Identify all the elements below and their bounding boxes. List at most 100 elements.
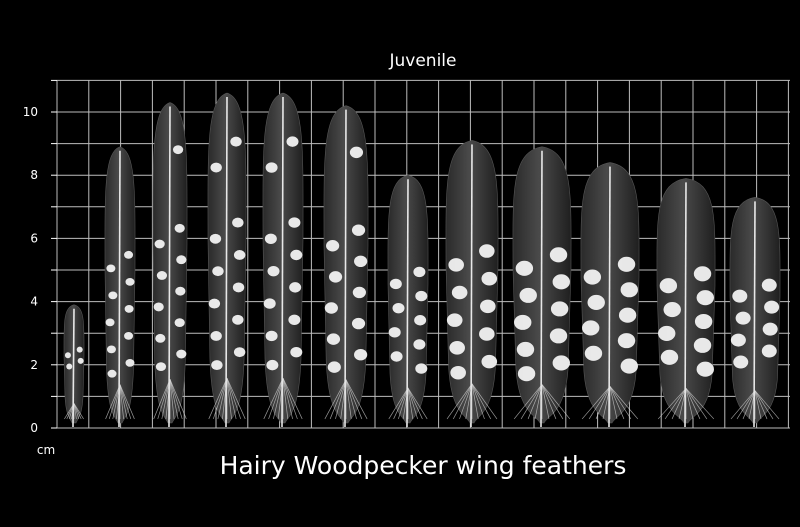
feather-spot [125, 277, 135, 286]
feather-down [73, 403, 80, 420]
feather-spot [328, 271, 343, 283]
image-caption: Hairy Woodpecker wing feathers [220, 451, 627, 480]
scale-tick-label: 0 [30, 421, 38, 435]
feather [104, 146, 136, 428]
feather-spot [107, 369, 117, 378]
feather-spot [265, 162, 278, 173]
feather-spot [762, 322, 778, 336]
feather-spot [263, 298, 276, 309]
feather-down [588, 386, 611, 420]
feather-spot [659, 278, 678, 294]
feather-down [335, 379, 347, 420]
feather-down [282, 377, 293, 420]
feather-spot [232, 217, 244, 228]
feather-spot [519, 287, 537, 303]
feather-spot [390, 351, 403, 362]
feather-down [226, 377, 237, 420]
feather-spot [155, 362, 167, 372]
feather-spot [583, 269, 602, 285]
feather-shaft [470, 144, 473, 428]
feather-down [664, 388, 687, 420]
feather-down [452, 383, 473, 420]
feather-spot [155, 333, 166, 343]
scale-tick-label: 10 [23, 105, 38, 119]
feather [729, 197, 781, 428]
feather-spot [730, 333, 746, 347]
feather-down [226, 378, 232, 419]
feather-down [157, 379, 171, 420]
scale-tick-labels: 0 2 4 6 8 10 [23, 105, 38, 435]
feather-spot [449, 341, 465, 355]
feather-down [73, 403, 84, 420]
feather-down [226, 377, 246, 420]
feather-spot [352, 286, 366, 299]
feather-spot [172, 145, 184, 155]
feather-spot [549, 328, 568, 344]
feather-spot [209, 233, 222, 244]
feather-down [73, 403, 77, 419]
feather-down [609, 386, 618, 420]
feather-down [329, 379, 347, 420]
feather-shaft [406, 179, 409, 428]
feather-spot [415, 290, 428, 302]
feather-spot [658, 325, 676, 341]
feather [580, 162, 640, 428]
feather-down [388, 387, 409, 420]
feather-spot [354, 255, 368, 268]
feather-down [754, 390, 762, 420]
feather-spot [584, 345, 603, 361]
feather-spot [732, 289, 748, 303]
feather-down [685, 388, 715, 420]
feather-spot [582, 320, 600, 336]
feather-spot [549, 247, 568, 263]
feather-spot [174, 223, 185, 233]
feather-spot [265, 330, 278, 342]
feather-spot [105, 318, 115, 327]
feather-down [581, 386, 611, 420]
feather-spot [124, 304, 134, 313]
feather-down [345, 379, 368, 420]
feather-spot [326, 240, 340, 252]
feather-down [754, 390, 780, 420]
feather-spot [77, 357, 84, 364]
feather-spot [174, 318, 185, 328]
feather [512, 146, 572, 428]
feather-spot [176, 349, 187, 359]
scale-unit-label: cm [37, 443, 55, 457]
feather-spot [693, 337, 712, 353]
feather-spot [326, 333, 341, 345]
feather-spot [351, 317, 366, 330]
feather-down [282, 377, 303, 420]
feather-spot [286, 136, 299, 147]
feather-spot [324, 302, 338, 314]
feather-down [226, 377, 242, 420]
feather [387, 174, 429, 428]
feather-shaft [72, 308, 75, 428]
feather-spot [764, 300, 780, 314]
feather-down [513, 384, 543, 420]
feather-down [609, 386, 625, 420]
feather-down [169, 379, 183, 420]
feather-down [119, 384, 124, 419]
scale-tick-label: 2 [30, 358, 38, 372]
feather-down [541, 384, 557, 420]
feather-down [268, 377, 284, 420]
feather [262, 92, 304, 428]
feather-spot [414, 315, 427, 326]
feather-down [345, 379, 357, 420]
feather-spot [480, 299, 496, 314]
feather-spot [212, 266, 224, 277]
feather-shaft [118, 150, 121, 428]
feather-spot [153, 302, 164, 312]
feather-spot [415, 363, 428, 374]
feather-shaft [608, 166, 611, 428]
scale-tick-label: 4 [30, 295, 38, 309]
feather-spot [211, 360, 223, 371]
feather-spot [481, 271, 498, 286]
feather-down [119, 384, 128, 420]
feather-down [169, 379, 179, 420]
feather-spot [413, 266, 426, 278]
feather-down [471, 383, 485, 420]
feather-down [742, 390, 756, 420]
feather-row [63, 92, 781, 428]
